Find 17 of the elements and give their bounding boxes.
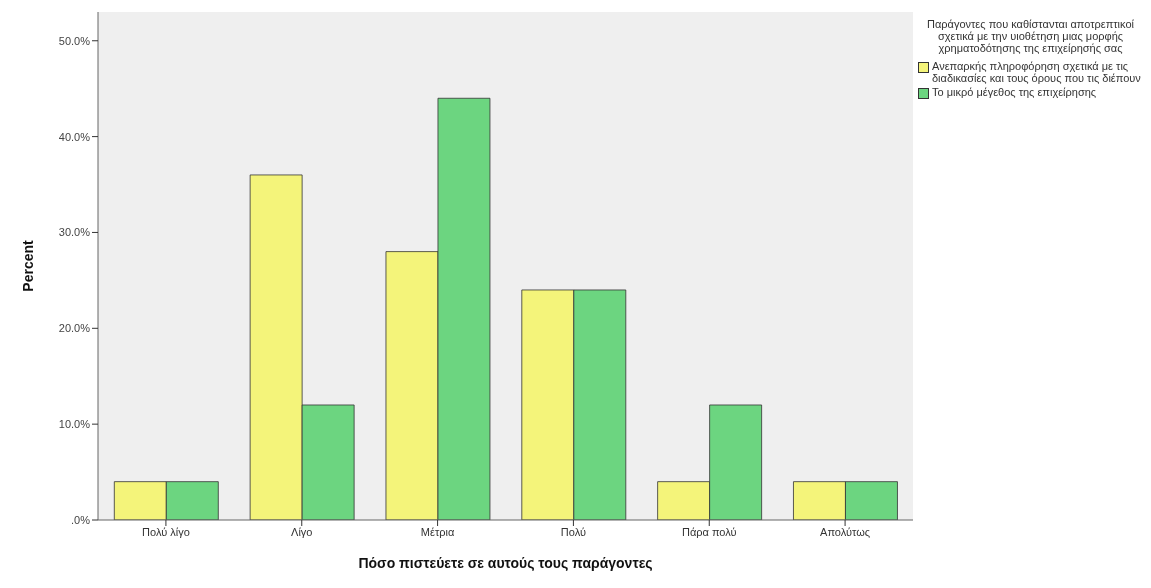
- x-tick-label: Πάρα πολύ: [681, 525, 737, 538]
- y-tick-label: .0%: [71, 513, 91, 526]
- legend-label: Το μικρό μέγεθος της επιχείρησης: [932, 86, 1097, 98]
- x-axis-title: Πόσο πιστεύετε σε αυτούς τους παράγοντες: [358, 555, 653, 571]
- x-tick-label: Πολύ λίγο: [142, 525, 190, 538]
- y-tick-label: 40.0%: [58, 130, 91, 143]
- x-tick-label: Μέτρια: [420, 525, 455, 538]
- y-axis-title: Percent: [19, 239, 36, 292]
- y-tick-label: 10.0%: [58, 418, 91, 431]
- y-tick-label: 50.0%: [58, 34, 91, 47]
- y-tick-label: 30.0%: [58, 226, 91, 239]
- legend-title: Παράγοντες που καθίστανται αποτρεπτικοί σχετικά με την υιοθέτηση μιας μορφής χρηματοδότησης της επιχείρησής σας: [926, 18, 1135, 54]
- x-tick-label: Απολύτως: [820, 525, 871, 538]
- x-tick-label: Λίγο: [291, 525, 313, 538]
- x-tick-label: Πολύ: [560, 525, 586, 538]
- legend-label: Ανεπαρκής πληροφόρηση σχετικά με τις διαδικασίες και τους όρους που τις διέπουν: [932, 60, 1142, 84]
- y-tick-label: 20.0%: [58, 322, 91, 335]
